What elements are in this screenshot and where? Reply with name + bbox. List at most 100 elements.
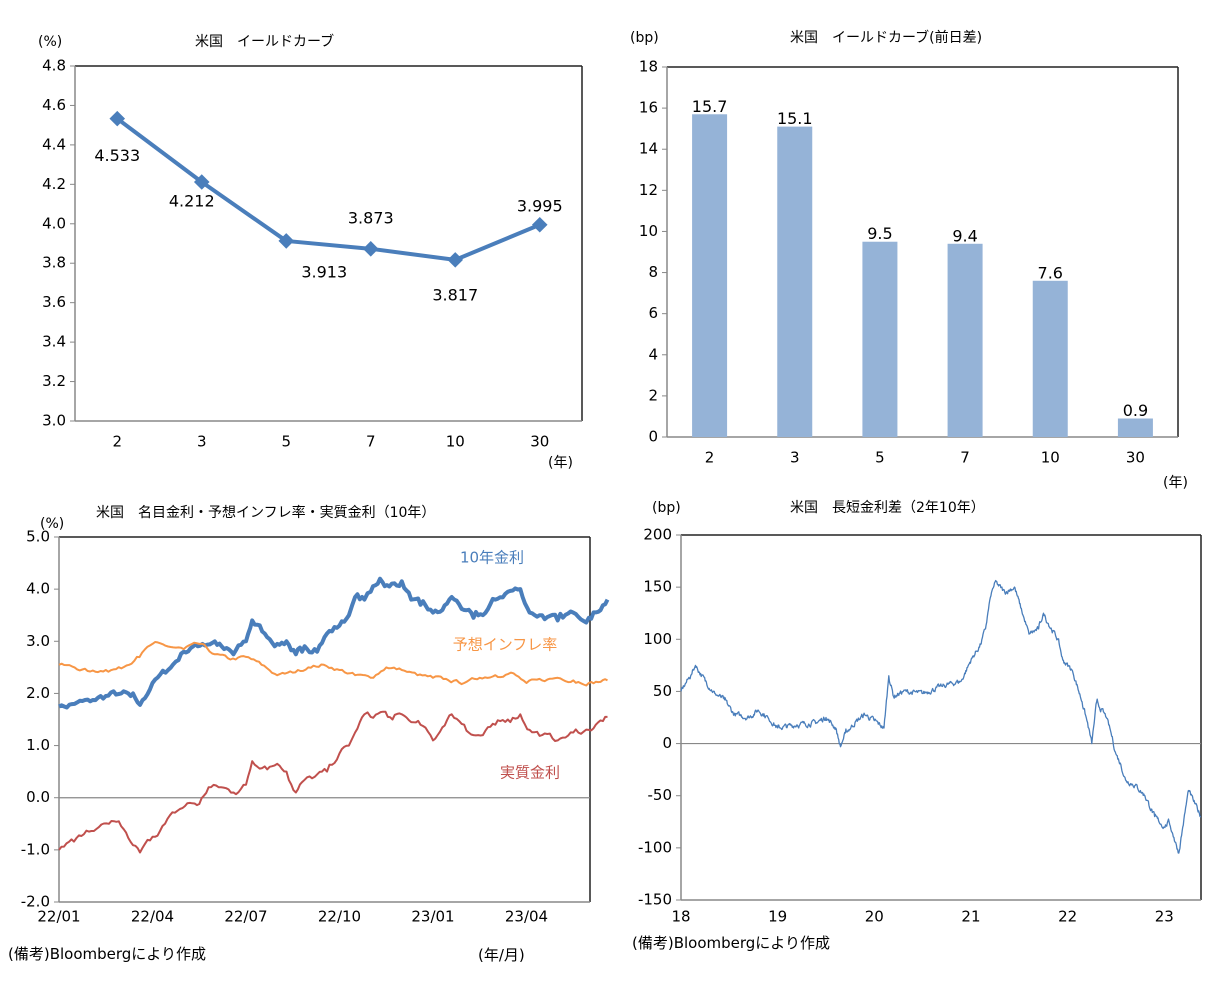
chart1-ytick-label: 4.6 (42, 96, 66, 114)
chart3-ytick-label: 4.0 (26, 580, 50, 598)
chart1-ytick-label: 3.4 (42, 333, 66, 351)
chart1-ytick-label: 4.2 (42, 175, 66, 193)
chart1-data-label: 3.995 (517, 196, 563, 215)
chart2-xtick-label: 2 (705, 449, 715, 467)
chart2-xtick-label: 10 (1041, 449, 1060, 467)
chart2-xunit: (年) (1163, 475, 1188, 491)
chart3-xtick-label: 22/10 (318, 908, 361, 926)
chart2-ytick-label: 2 (648, 386, 658, 404)
chart2-bar (692, 114, 728, 438)
chart1-point-marker (278, 233, 295, 249)
chart2-data-label: 9.5 (867, 224, 892, 243)
chart1-data-label: 4.212 (169, 191, 215, 210)
chart3-legend-label: 実質金利 (500, 764, 560, 782)
chart2-unit: (bp) (630, 30, 659, 46)
chart4-ytick-label: 0 (662, 734, 672, 752)
chart4-xtick-label: 20 (865, 908, 884, 926)
chart2-ytick-label: 12 (639, 181, 658, 199)
chart2-ytick-label: 4 (648, 345, 658, 363)
chart4-ytick-label: -50 (648, 786, 673, 804)
chart2-data-label: 0.9 (1123, 401, 1148, 420)
chart2-xtick-label: 3 (790, 449, 800, 467)
chart2-data-label: 15.1 (777, 109, 813, 128)
chart1-ytick-label: 4.0 (42, 214, 66, 232)
chart3-series-line (58, 576, 610, 710)
chart1-data-label: 3.913 (301, 262, 347, 281)
chart4-ytick-label: 50 (653, 682, 672, 700)
chart1-point-marker (531, 216, 548, 233)
chart2-bar (862, 241, 898, 437)
chart2-data-label: 9.4 (952, 226, 977, 245)
chart3-xtick-label: 23/01 (411, 908, 454, 926)
chart3-xtick-label: 22/04 (131, 908, 174, 926)
chart1-xtick-label: 10 (446, 433, 465, 451)
chart1-data-label: 3.817 (432, 285, 478, 304)
chart1-point-marker (193, 174, 210, 190)
chart4-title: 米国 長短金利差（2年10年） (790, 500, 985, 516)
chart1-point-marker (362, 241, 379, 257)
chart4-note: (備考)Bloombergにより作成 (632, 934, 831, 952)
chart4-ytick-label: 150 (643, 578, 672, 596)
chart4-xtick-label: 19 (768, 908, 787, 926)
chart1-xtick-label: 30 (530, 433, 549, 451)
chart4-series-line (680, 579, 1202, 854)
chart1-ytick-label: 3.2 (42, 372, 66, 390)
chart3-series-line (58, 710, 608, 854)
chart2-ytick-label: 18 (639, 58, 658, 76)
chart4-xtick-label: 22 (1058, 908, 1077, 926)
chart2-data-label: 15.7 (692, 97, 728, 116)
chart3-ytick-label: -2.0 (21, 893, 50, 911)
chart3-ytick-label: 1.0 (26, 736, 50, 754)
chart1-data-label: 4.533 (94, 146, 140, 165)
chart3-xtick-label: 23/04 (505, 908, 548, 926)
chart3-xtick-label: 22/07 (224, 908, 267, 926)
chart1-xtick-label: 5 (281, 433, 291, 451)
chart2-bar (947, 243, 983, 437)
chart2-bar (1032, 280, 1068, 437)
chart4-xtick-label: 18 (671, 908, 690, 926)
chart3-ytick-label: 2.0 (26, 684, 50, 702)
chart3-ytick-label: 0.0 (26, 788, 50, 806)
chart3-ytick-label: 3.0 (26, 632, 50, 650)
chart1-unit: (%) (38, 34, 63, 50)
chart2-bar (1117, 418, 1153, 437)
chart1-series-line (116, 117, 541, 262)
chart1-xtick-label: 3 (197, 433, 207, 451)
chart1-ytick-label: 4.4 (42, 135, 66, 153)
chart2-ytick-label: 14 (639, 140, 658, 158)
chart2-xtick-label: 5 (875, 449, 885, 467)
chart3-series-line (58, 641, 608, 687)
chart1-xunit: (年) (548, 455, 573, 471)
chart3-note: (備考)Bloombergにより作成 (8, 945, 207, 963)
chart2-ytick-label: 16 (639, 99, 658, 117)
chart3-xtick-label: 22/01 (37, 908, 80, 926)
chart3-title: 米国 名目金利・予想インフレ率・実質金利（10年） (96, 505, 436, 521)
chart1-title: 米国 イールドカーブ (195, 34, 335, 50)
chart1-ytick-label: 3.0 (42, 412, 66, 430)
chart4-ytick-label: 200 (643, 526, 672, 544)
chart4-xtick-label: 23 (1155, 908, 1174, 926)
chart1-xtick-label: 7 (366, 433, 376, 451)
chart1-ytick-label: 3.8 (42, 254, 66, 272)
chart2-xtick-label: 30 (1126, 449, 1145, 467)
chart3-unit: (%) (40, 516, 65, 532)
chart1-point-marker (109, 110, 126, 127)
chart4-ytick-label: 100 (643, 630, 672, 648)
chart2-ytick-label: 6 (648, 304, 658, 322)
chart1-ytick-label: 3.6 (42, 293, 66, 311)
chart2-bar (777, 126, 813, 437)
chart1-ytick-label: 4.8 (42, 57, 66, 75)
chart1-data-label: 3.873 (348, 208, 394, 227)
chart4-xtick-label: 21 (961, 908, 980, 926)
chart1-xtick-label: 2 (112, 433, 122, 451)
chart2-ytick-label: 10 (639, 222, 658, 240)
chart2-data-label: 7.6 (1038, 263, 1063, 282)
chart3-legend-label: 予想インフレ率 (453, 636, 558, 654)
chart4-ytick-label: -150 (638, 891, 672, 909)
chart3-legend-label: 10年金利 (460, 549, 524, 567)
chart2-xtick-label: 7 (960, 449, 970, 467)
chart1-point-marker (447, 252, 464, 268)
chart2-ytick-label: 8 (648, 263, 658, 281)
chart2-title: 米国 イールドカーブ(前日差) (790, 30, 983, 46)
